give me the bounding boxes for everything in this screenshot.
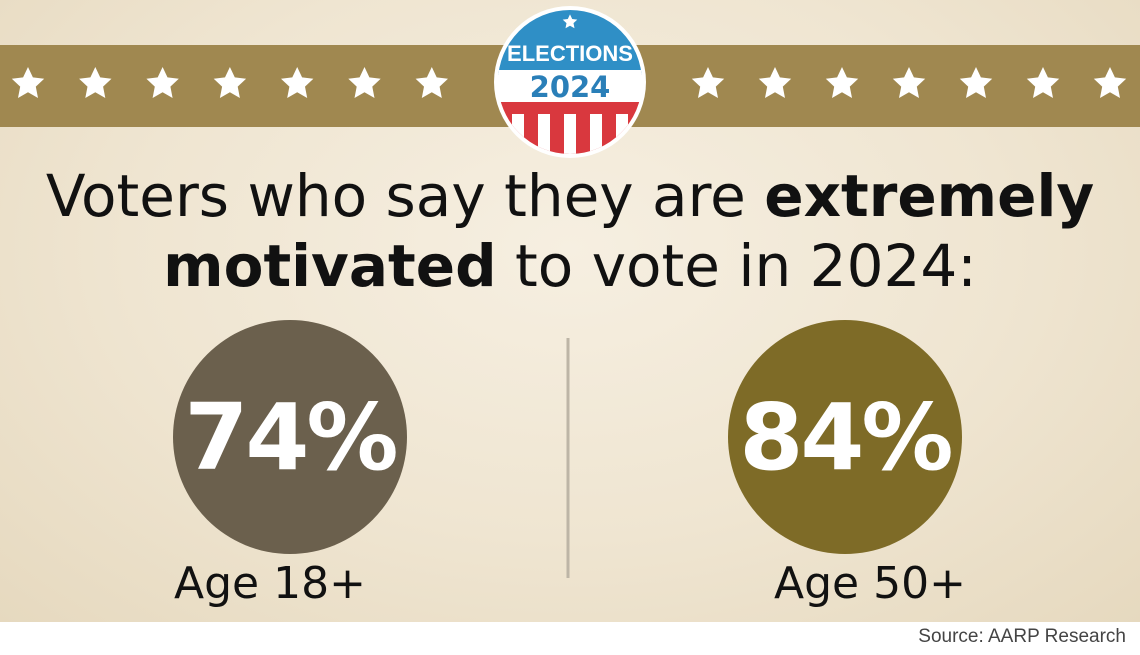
title-bold: extremely — [764, 162, 1095, 230]
decor: ELECTIONS 2024 — [0, 6, 1140, 578]
title-text: to vote in 2024: — [496, 232, 977, 300]
source: Source: AARP Research — [918, 626, 1126, 647]
stat-circle: 84% — [728, 320, 962, 554]
stat-circle: 74% — [173, 320, 407, 554]
badge-year: 2024 — [530, 70, 611, 104]
stat-label: Age 18+ — [174, 558, 366, 609]
badge-top: ELECTIONS — [507, 41, 633, 66]
badge: ELECTIONS 2024 — [494, 6, 646, 158]
stat-label: Age 50+ — [774, 558, 966, 609]
title-text: Voters who say they are — [45, 162, 765, 230]
title-line: motivated to vote in 2024: — [0, 232, 1140, 300]
title-bold: motivated — [163, 232, 497, 300]
title-line: Voters who say they are extremely — [0, 162, 1140, 230]
